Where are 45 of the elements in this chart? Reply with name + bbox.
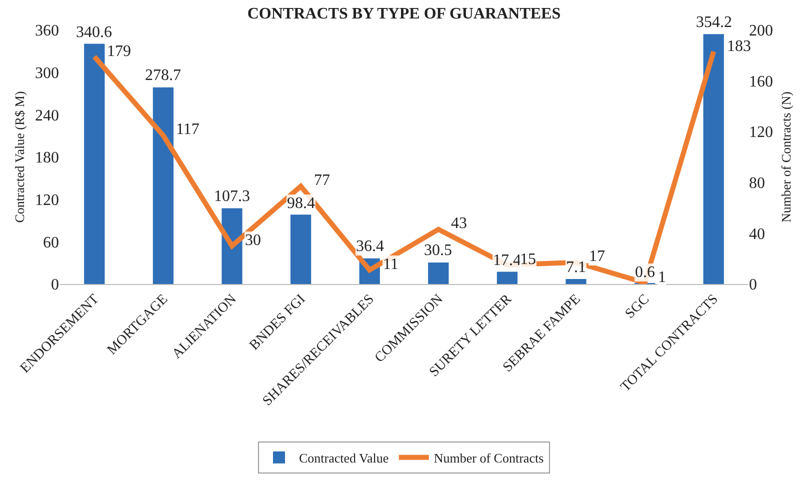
data-label: 0.6 xyxy=(635,264,655,281)
y2-tick-label: 120 xyxy=(749,124,773,142)
bar xyxy=(703,34,724,284)
legend-label: Number of Contracts xyxy=(434,450,544,466)
bar xyxy=(84,44,105,284)
data-label: 17.4 xyxy=(493,252,521,269)
y2-axis-title: Number of Contracts (N) xyxy=(778,91,794,223)
data-label: 354.2 xyxy=(696,14,732,31)
data-label: 7.1 xyxy=(566,259,586,276)
y-tick-label: 180 xyxy=(35,150,59,167)
data-label: 98.4 xyxy=(287,195,315,212)
chart-title: CONTRACTS BY TYPE OF GUARANTEES xyxy=(247,5,561,22)
data-label: 179 xyxy=(107,43,131,60)
bar xyxy=(566,278,586,284)
data-label: 278.7 xyxy=(145,67,181,84)
y-axis-title: Contracted Value (R$ M) xyxy=(12,91,27,223)
y2-tick-label: 0 xyxy=(749,276,757,294)
y-tick-label: 60 xyxy=(43,234,59,252)
data-label: 17 xyxy=(589,248,605,265)
data-label: 15 xyxy=(520,251,536,268)
y2-tick-label: 80 xyxy=(749,175,765,192)
bar xyxy=(428,262,449,284)
y2-tick-label: 200 xyxy=(749,22,773,40)
y-tick-label: 240 xyxy=(35,107,59,124)
y-tick-label: 0 xyxy=(51,276,59,294)
y-tick-label: 120 xyxy=(35,192,59,209)
bar xyxy=(290,214,312,284)
data-label: 36.4 xyxy=(356,238,384,255)
data-label: 107.3 xyxy=(214,188,250,205)
data-label: 11 xyxy=(383,256,398,273)
bar xyxy=(496,272,518,284)
y-tick-label: 300 xyxy=(35,64,59,82)
data-label: 30 xyxy=(245,232,261,249)
data-label: 77 xyxy=(314,172,330,189)
y-tick-label: 360 xyxy=(35,22,59,40)
y2-tick-label: 160 xyxy=(749,73,773,90)
data-label: 183 xyxy=(727,38,751,55)
data-label: 43 xyxy=(451,215,467,232)
legend-label: Contracted Value xyxy=(299,450,389,466)
data-label: 340.6 xyxy=(76,24,112,41)
y2-tick-label: 40 xyxy=(749,226,765,243)
bar xyxy=(152,87,174,284)
data-label: 1 xyxy=(658,269,666,286)
data-label: 30.5 xyxy=(424,242,452,259)
data-label: 117 xyxy=(176,121,200,138)
